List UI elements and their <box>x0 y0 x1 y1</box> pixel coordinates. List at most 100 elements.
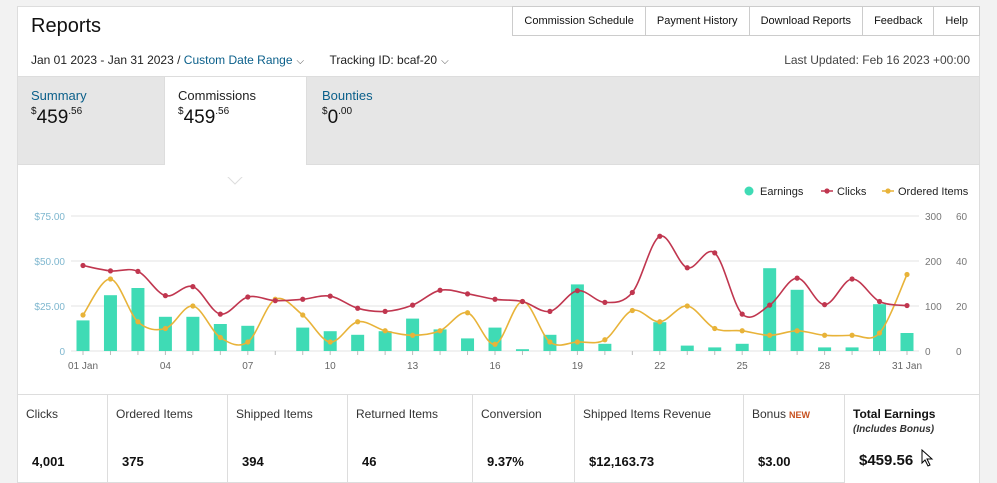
clicks-point <box>410 302 416 308</box>
tab-bounties-label: Bounties <box>322 88 373 103</box>
x-axis-tick-label: 28 <box>819 361 831 372</box>
clicks-point <box>162 293 168 299</box>
custom-date-range-label: Custom Date Range <box>183 53 293 67</box>
clicks-point <box>767 302 773 308</box>
help-link[interactable]: Help <box>933 6 980 36</box>
clicks-point <box>657 233 663 239</box>
earnings-bar <box>735 343 749 351</box>
ordered-items-point <box>327 339 333 345</box>
date-range-text: Jan 01 2023 - Jan 31 2023 / <box>31 53 181 67</box>
tab-summary-amount: $459.56 <box>31 105 164 129</box>
download-reports-link[interactable]: Download Reports <box>748 6 864 36</box>
amount-cents: .00 <box>338 105 353 117</box>
amount-whole: 0 <box>327 107 339 128</box>
tab-bounties[interactable]: Bounties $0.00 <box>309 77 449 163</box>
currency-symbol: $ <box>31 105 37 117</box>
ordered-items-point <box>107 276 114 282</box>
legend-label: Ordered Items <box>898 186 969 198</box>
amount-cents: .56 <box>215 105 230 117</box>
stat-clicks: Clicks 4,001 <box>18 395 108 483</box>
filter-bar: Jan 01 2023 - Jan 31 2023 / Custom Date … <box>31 53 449 67</box>
earnings-bar <box>708 347 722 351</box>
stat-label: Returned Items <box>356 407 439 421</box>
legend-label: Clicks <box>837 186 867 198</box>
feedback-link[interactable]: Feedback <box>862 6 935 36</box>
custom-date-range-dropdown[interactable]: Custom Date Range ⌵ <box>184 53 304 67</box>
earnings-bar <box>790 289 804 351</box>
y-axis-right-tick-label: 0 <box>925 347 931 358</box>
clicks-point <box>519 298 526 305</box>
ordered-items-point <box>876 330 883 336</box>
ordered-items-point <box>684 303 690 309</box>
new-badge: NEW <box>789 410 811 420</box>
earnings-bar <box>351 334 365 351</box>
tab-commissions-amount: $459.56 <box>178 105 306 129</box>
clicks-point <box>684 265 690 271</box>
earnings-bar <box>570 284 584 351</box>
y-axis-tick-label: $25.00 <box>34 302 65 313</box>
tab-commissions[interactable]: Commissions $459.56 <box>164 77 307 165</box>
clicks-point <box>794 275 800 281</box>
chevron-down-icon: ⌵ <box>441 56 449 67</box>
y-axis-right-tick-label: 40 <box>956 257 968 268</box>
y-axis-tick-label: $75.00 <box>34 212 65 223</box>
y-axis-right-tick-label: 200 <box>925 257 942 268</box>
stat-label: Bonus NEW <box>752 407 836 421</box>
tracking-id-dropdown[interactable]: Tracking ID: bcaf-20 ⌵ <box>329 53 448 67</box>
ordered-items-point <box>657 319 663 325</box>
y-axis-tick-label: $50.00 <box>34 257 65 268</box>
x-axis-tick-label: 07 <box>242 361 254 372</box>
tab-commissions-label: Commissions <box>178 88 257 103</box>
stat-shipped-items: Shipped Items 394 <box>228 395 348 483</box>
stat-label: Shipped Items Revenue <box>583 407 712 421</box>
clicks-point <box>355 305 361 311</box>
earnings-bar <box>818 347 832 351</box>
tab-summary[interactable]: Summary $459.56 <box>18 77 164 163</box>
y-axis-right-tick-label: 300 <box>925 212 942 223</box>
earnings-bar <box>378 331 392 351</box>
stat-ordered-items: Ordered Items 375 <box>108 395 228 483</box>
earnings-bar <box>241 325 255 351</box>
stat-value: $459.56 <box>859 452 914 469</box>
clicks-point <box>492 296 498 302</box>
clicks-point <box>107 268 114 274</box>
ordered-items-point <box>849 332 855 338</box>
earnings-bar <box>296 327 310 351</box>
clicks-point <box>876 298 883 305</box>
earnings-bar <box>845 347 859 351</box>
clicks-point <box>245 294 251 300</box>
stat-bonus: Bonus NEW $3.00 <box>744 395 845 483</box>
stat-shipped-revenue: Shipped Items Revenue $12,163.73 <box>575 395 744 483</box>
clicks-point <box>712 250 718 256</box>
earnings-bar <box>76 320 90 351</box>
earnings-bar <box>900 333 914 351</box>
x-axis-tick-label: 01 Jan <box>68 361 98 372</box>
clicks-point <box>217 311 223 317</box>
ordered-items-point <box>739 328 745 334</box>
stat-value: $12,163.73 <box>589 454 655 469</box>
stat-label: Total Earnings <box>853 407 936 421</box>
x-axis-tick-label: 10 <box>325 361 337 372</box>
legend-point-swatch <box>824 188 830 194</box>
ordered-items-point <box>822 332 828 338</box>
stat-label-text: Bonus <box>752 407 787 421</box>
amount-cents: .56 <box>68 105 83 117</box>
stats-bar: Clicks 4,001 Ordered Items 375 Shipped I… <box>18 394 979 483</box>
y-axis-right-tick-label: 100 <box>925 302 942 313</box>
ordered-items-point <box>300 312 306 318</box>
earnings-bar <box>103 295 117 351</box>
ordered-items-point <box>135 319 141 325</box>
earnings-bar <box>158 316 172 351</box>
stat-total-earnings: Total Earnings (Includes Bonus) $459.56 <box>845 395 979 483</box>
stat-value: 375 <box>122 454 144 469</box>
earnings-bar <box>433 329 447 351</box>
commission-schedule-link[interactable]: Commission Schedule <box>512 6 646 36</box>
payment-history-link[interactable]: Payment History <box>644 6 750 36</box>
ordered-items-point <box>162 325 168 332</box>
stat-value: 4,001 <box>32 454 65 469</box>
x-axis-tick-label: 04 <box>160 361 172 372</box>
page-title: Reports <box>31 15 102 37</box>
earnings-bar <box>680 345 694 351</box>
earnings-bar <box>186 316 200 351</box>
